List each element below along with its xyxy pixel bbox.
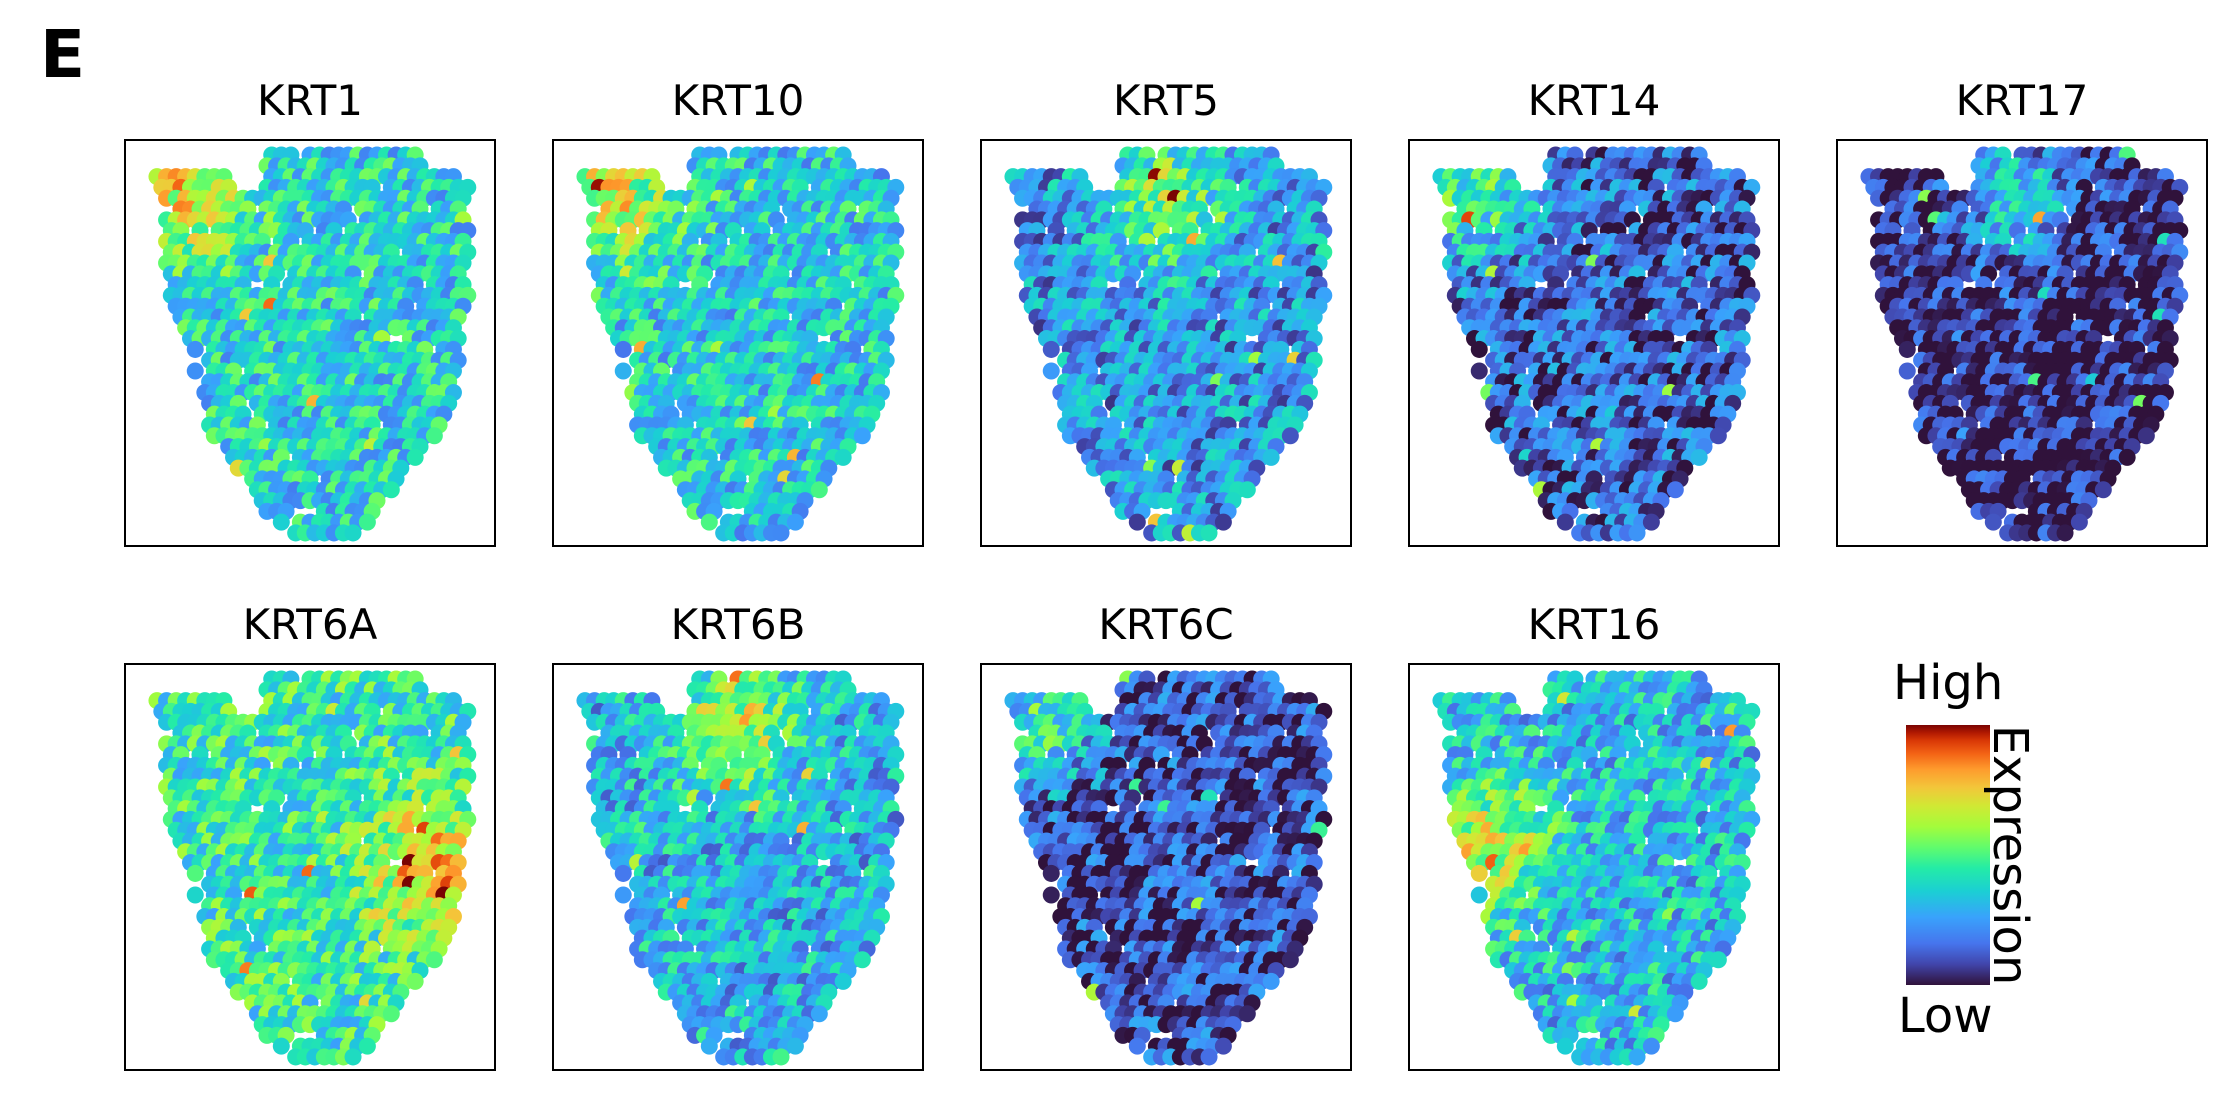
expression-spot [1200,524,1218,542]
spot-scatter-krt10 [576,146,905,542]
expression-spot [614,340,632,358]
panel-frame-krt1 [124,139,496,547]
expression-spot [425,427,443,445]
panel-frame-krt14 [1408,139,1780,547]
expression-spot [700,513,718,531]
panel-frame-krt6a [124,663,496,1071]
panel-title-krt6a: KRT6A [242,600,378,649]
panel-title-krt10: KRT10 [671,76,805,125]
expression-spot [1628,524,1646,542]
expression-spot [1666,481,1684,499]
expression-spot [344,524,362,542]
expression-spot [2056,524,2074,542]
panel-title-krt14: KRT14 [1527,76,1661,125]
expression-spot [1281,427,1299,445]
spot-scatter-krt5 [1004,146,1333,542]
expression-spot [1898,340,1916,358]
expression-spot [186,886,204,904]
panel-title-krt17: KRT17 [1955,76,2089,125]
expression-spot [2070,513,2088,531]
panel-title-krt5: KRT5 [1112,76,1220,125]
expression-spot [1262,448,1280,466]
expression-spot [786,513,804,531]
expression-spot [810,481,828,499]
expression-spot [1709,427,1727,445]
panel-frame-krt10 [552,139,924,547]
expression-spot [186,362,204,380]
panel-frame-krt17 [1836,139,2208,547]
expression-spot [1556,513,1574,531]
expression-spot [1470,362,1488,380]
expression-spot [772,524,790,542]
expression-spot [834,448,852,466]
expression-spot [1238,481,1256,499]
expression-spot [2137,427,2155,445]
spot-scatter-krt17 [1860,146,2189,542]
expression-spot [1984,513,2002,531]
expression-spot [2094,481,2112,499]
expression-spot [1898,362,1916,380]
expression-spot [2118,448,2136,466]
expression-spot [1042,340,1060,358]
spot-scatter-krt1 [148,146,477,542]
expression-spot [1642,513,1660,531]
expression-spot [382,481,400,499]
expression-spot [1690,448,1708,466]
expression-spot [186,340,204,358]
expression-spot [1128,513,1146,531]
panel-label: E [40,16,86,93]
expression-spot [358,513,376,531]
panel-title-krt1: KRT1 [256,76,364,125]
spot-scatter-krt14 [1432,146,1761,542]
expression-spot [1042,362,1060,380]
expression-spot [1470,340,1488,358]
expression-spot [186,864,204,882]
expression-spot [853,427,871,445]
expression-spot [1214,513,1232,531]
expression-spot [614,362,632,380]
expression-spot [406,448,424,466]
spot-scatter-krt6a [148,670,477,1066]
panel-frame-krt5 [980,139,1352,547]
expression-spot [272,513,290,531]
